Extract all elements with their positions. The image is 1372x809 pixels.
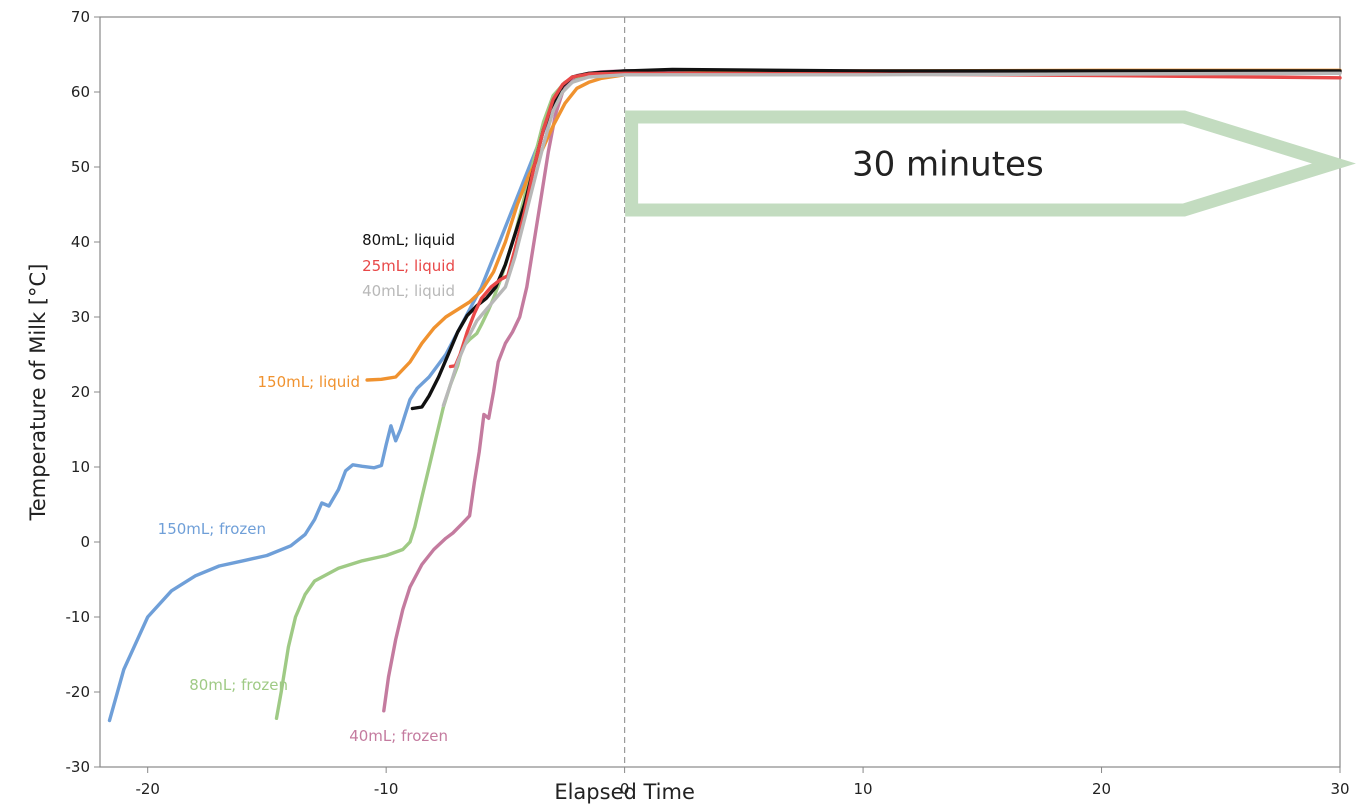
y-tick-label: 0 <box>80 533 90 551</box>
series-line-40ml-liquid <box>441 71 1342 408</box>
y-tick-label: 30 <box>71 308 90 326</box>
series-label-25ml-liquid: 25mL; liquid <box>362 257 455 275</box>
series-label-150ml-liquid: 150mL; liquid <box>258 373 360 391</box>
y-tick-label: -20 <box>66 683 91 701</box>
series-lines <box>107 67 1342 723</box>
y-tick-label: 70 <box>71 8 90 26</box>
series-label-40ml-liquid: 40mL; liquid <box>362 282 455 300</box>
x-tick-label: 30 <box>1330 780 1349 798</box>
y-tick-label: -10 <box>66 608 91 626</box>
series-labels: 150mL; frozen 80mL; frozen 40mL; frozen 150… <box>158 231 455 745</box>
y-tick-label: -30 <box>66 758 91 776</box>
x-tick-label: 10 <box>854 780 873 798</box>
x-axis-title: Elapsed Time <box>554 780 695 804</box>
series-line-80ml-liquid <box>410 67 1342 411</box>
series-line-25ml-liquid <box>448 71 1342 369</box>
plot-frame <box>99 16 1341 768</box>
y-tick-label: 10 <box>71 458 90 476</box>
y-tick-label: 40 <box>71 233 90 251</box>
annotation-group: 30 minutes <box>625 110 1356 217</box>
axis-ticks: -20 -10 0 10 20 30 -30 -20 -10 0 10 20 30 40 50 60 70 <box>66 8 1350 798</box>
y-tick-label: 60 <box>71 83 90 101</box>
y-tick-label: 50 <box>71 158 90 176</box>
x-tick-label: -10 <box>374 780 399 798</box>
series-label-80ml-frozen: 80mL; frozen <box>189 676 288 694</box>
annotation-arrow <box>625 110 1356 217</box>
series-label-80ml-liquid: 80mL; liquid <box>362 231 455 249</box>
annotation-text: 30 minutes <box>852 145 1044 185</box>
series-label-150ml-frozen: 150mL; frozen <box>158 520 266 538</box>
x-tick-label: -20 <box>135 780 160 798</box>
x-tick-label: 20 <box>1092 780 1111 798</box>
y-tick-label: 20 <box>71 383 90 401</box>
y-axis-title: Temperature of Milk [°C] <box>26 264 50 522</box>
x-tick-label: 0 <box>620 780 630 798</box>
series-label-40ml-frozen: 40mL; frozen <box>349 727 448 745</box>
